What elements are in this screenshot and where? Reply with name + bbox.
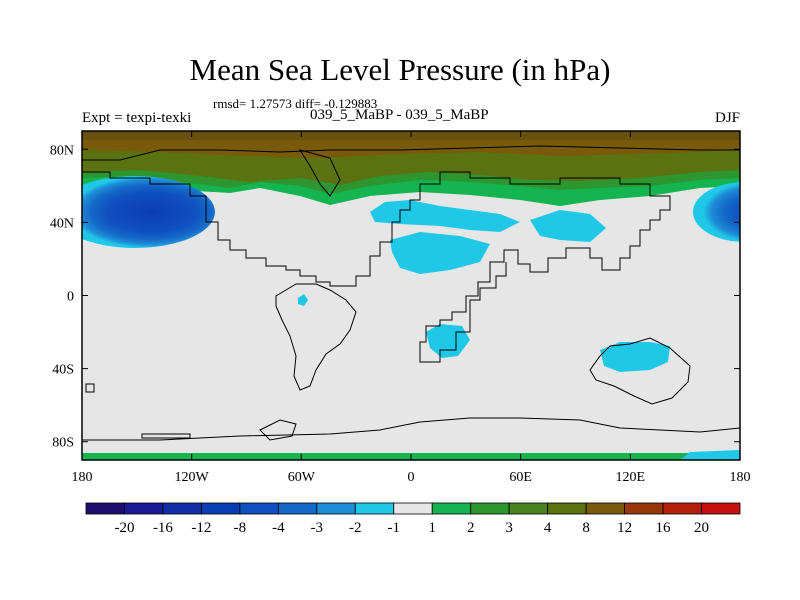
africa-anomaly bbox=[390, 232, 490, 274]
colorbar-swatch bbox=[201, 502, 241, 515]
experiment-label: Expt = texpi-texki bbox=[82, 110, 192, 126]
colorbar-swatch bbox=[624, 502, 664, 515]
colorbar-swatch bbox=[239, 502, 279, 515]
colorbar-label: -4 bbox=[272, 520, 285, 536]
colorbar-swatch bbox=[547, 502, 587, 515]
colorbar-swatch bbox=[662, 502, 702, 515]
x-tick-label: 60W bbox=[288, 470, 316, 485]
colorbar-swatch bbox=[508, 502, 549, 515]
y-tick-label: 40S bbox=[52, 363, 74, 378]
east-pacific-anomaly bbox=[693, 182, 740, 242]
colorbar-swatch bbox=[162, 502, 202, 515]
colorbar-label: 16 bbox=[656, 520, 672, 536]
asia-anomaly bbox=[530, 210, 606, 242]
colorbar-label: 2 bbox=[467, 520, 475, 536]
x-axis: 180 120W 60W 0 60E 120E 180 bbox=[72, 131, 751, 485]
colorbar-swatch bbox=[393, 502, 433, 515]
colorbar-label: -2 bbox=[349, 520, 362, 536]
south-america-patch bbox=[298, 294, 308, 306]
colorbar-label: -1 bbox=[388, 520, 401, 536]
colorbar-label: -8 bbox=[234, 520, 247, 536]
colorbar-swatch bbox=[701, 502, 741, 515]
x-tick-label: 60E bbox=[509, 470, 532, 485]
colorbar-swatch bbox=[354, 502, 395, 515]
y-tick-label: 0 bbox=[67, 290, 74, 305]
colorbar-swatch bbox=[124, 502, 164, 515]
south-cyan-patch bbox=[680, 450, 740, 460]
coastlines bbox=[82, 145, 740, 441]
chart-title: Mean Sea Level Pressure (in hPa) bbox=[189, 52, 611, 87]
colorbar-label: 20 bbox=[694, 520, 709, 536]
colorbar-label: 12 bbox=[617, 520, 632, 536]
north-pacific-anomaly bbox=[82, 176, 215, 248]
colorbar-swatch bbox=[85, 502, 125, 515]
colorbar-label: 3 bbox=[505, 520, 513, 536]
y-tick-label: 80N bbox=[50, 143, 74, 158]
colorbar-swatch bbox=[277, 502, 318, 515]
colorbar-label: -12 bbox=[191, 520, 211, 536]
x-tick-label: 120E bbox=[616, 470, 646, 485]
colorbar-label: -3 bbox=[311, 520, 324, 536]
colorbar-label: 8 bbox=[582, 520, 590, 536]
run-label: 039_5_MaBP - 039_5_MaBP bbox=[310, 107, 489, 123]
colorbar: -20 -16 -12 -8 -4 -3 -2 -1 1 2 3 4 8 12 16 20 bbox=[85, 502, 741, 536]
colorbar-label: 4 bbox=[544, 520, 552, 536]
colorbar-label: -20 bbox=[114, 520, 134, 536]
x-tick-label: 120W bbox=[175, 470, 210, 485]
colorbar-label: -16 bbox=[153, 520, 173, 536]
x-tick-label: 180 bbox=[730, 470, 751, 485]
colorbar-swatch bbox=[470, 502, 510, 515]
y-tick-label: 80S bbox=[52, 436, 74, 451]
y-axis: 80N 40N 0 40S 80S bbox=[50, 143, 740, 451]
x-tick-label: 0 bbox=[408, 470, 415, 485]
colorbar-swatch bbox=[431, 502, 472, 515]
atlantic-anomaly bbox=[370, 200, 520, 232]
colorbar-label: 1 bbox=[428, 520, 436, 536]
australia-anomaly bbox=[600, 342, 670, 372]
colorbar-swatch bbox=[316, 502, 356, 515]
y-tick-label: 40N bbox=[50, 216, 74, 231]
colorbar-swatch bbox=[585, 502, 625, 515]
x-tick-label: 180 bbox=[72, 470, 93, 485]
stats-label: rmsd= 1.27573 diff= -0.129883 bbox=[213, 96, 378, 111]
season-label: DJF bbox=[714, 110, 740, 126]
